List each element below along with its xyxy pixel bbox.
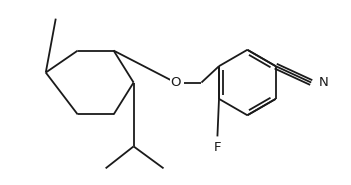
Text: F: F [214,141,221,154]
Text: O: O [170,76,181,89]
Text: N: N [318,76,328,89]
